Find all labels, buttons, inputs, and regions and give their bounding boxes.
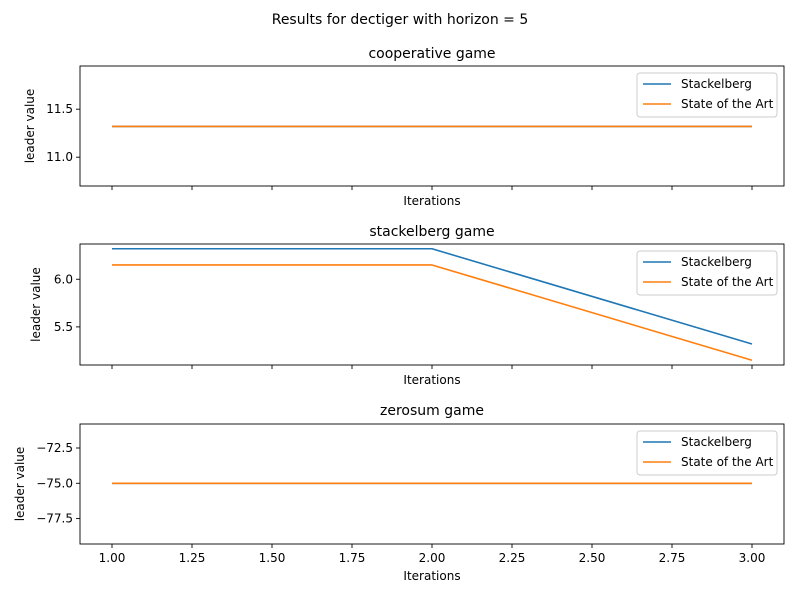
x-tick-label: 1.00 bbox=[99, 551, 126, 565]
x-axis-label: Iterations bbox=[403, 373, 460, 387]
legend: Stackelberg State of the Art bbox=[636, 250, 778, 296]
subplot-3: zerosum game 1.00 1.25 1.50 1.75 2.00 2.25 2.50… bbox=[13, 403, 785, 583]
figure-suptitle: Results for dectiger with horizon = 5 bbox=[272, 12, 529, 28]
subplot-title: cooperative game bbox=[368, 46, 495, 62]
subplot-2: stackelberg game 5.5 6.0 Iterations leader v… bbox=[29, 224, 785, 387]
series-line-stackelberg bbox=[112, 247, 753, 345]
legend: Stackelberg State of the Art bbox=[636, 72, 778, 118]
legend-label-stackelberg: Stackelberg bbox=[681, 77, 752, 91]
y-axis-label: leader value bbox=[23, 89, 37, 164]
subplot-title: zerosum game bbox=[380, 403, 484, 419]
y-tick-label: 6.0 bbox=[54, 272, 73, 286]
y-tick-label: 11.0 bbox=[46, 150, 73, 164]
x-axis-label: Iterations bbox=[403, 194, 460, 208]
x-tick-label: 3.00 bbox=[739, 551, 766, 565]
legend-label-state-of-the-art: State of the Art bbox=[681, 275, 774, 289]
y-tick-label: 5.5 bbox=[54, 320, 73, 334]
y-tick-label: −77.5 bbox=[36, 512, 73, 526]
y-axis-label: leader value bbox=[29, 267, 43, 342]
legend-label-stackelberg: Stackelberg bbox=[681, 255, 752, 269]
y-axis-label: leader value bbox=[13, 447, 27, 522]
legend: Stackelberg State of the Art bbox=[636, 430, 778, 476]
legend-label-state-of-the-art: State of the Art bbox=[681, 455, 774, 469]
subplots: cooperative game 11.0 11.5 Iterations leader… bbox=[13, 46, 785, 583]
legend-label-stackelberg: Stackelberg bbox=[681, 435, 752, 449]
legend-label-state-of-the-art: State of the Art bbox=[681, 97, 774, 111]
x-tick-label: 2.75 bbox=[659, 551, 686, 565]
x-tick-label: 1.50 bbox=[259, 551, 286, 565]
x-tick-label: 2.00 bbox=[419, 551, 446, 565]
series-line-state-of-the-art bbox=[112, 264, 753, 362]
subplot-1: cooperative game 11.0 11.5 Iterations leader… bbox=[23, 46, 785, 208]
y-tick-label: −75.0 bbox=[36, 476, 73, 490]
legend-box bbox=[636, 72, 778, 118]
legend-box bbox=[636, 250, 778, 296]
y-tick-label: 11.5 bbox=[46, 102, 73, 116]
x-tick-label: 1.75 bbox=[339, 551, 366, 565]
x-tick-label: 2.25 bbox=[499, 551, 526, 565]
x-tick-label: 2.50 bbox=[579, 551, 606, 565]
x-tick-label: 1.25 bbox=[179, 551, 206, 565]
legend-box bbox=[636, 430, 778, 476]
subplot-title: stackelberg game bbox=[369, 224, 494, 240]
x-axis-label: Iterations bbox=[403, 569, 460, 583]
y-tick-label: −72.5 bbox=[36, 441, 73, 455]
